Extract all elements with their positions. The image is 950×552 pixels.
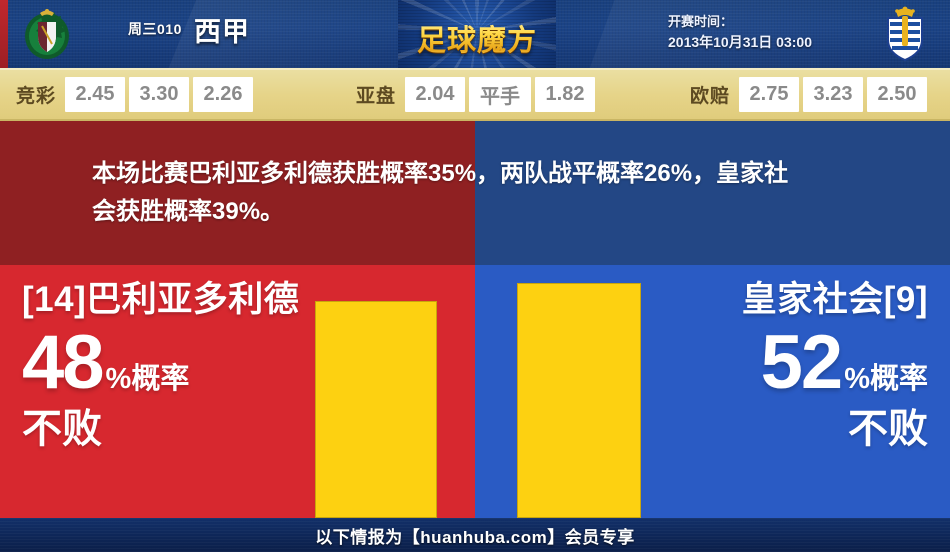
odds-group-yapan: 亚盘 2.04 平手 1.82 (356, 70, 599, 119)
away-team-name: 皇家社会[9] (741, 280, 928, 319)
footer-bar: 以下情报为【huanhuba.com】会员专享 (0, 518, 950, 552)
away-percent-value: 52 (760, 320, 844, 405)
away-percent-row: 52 %概率 (742, 323, 928, 403)
odds-group-jingcai: 竞彩 2.45 3.30 2.26 (16, 70, 257, 119)
home-outcome-label: 不败 (22, 407, 102, 451)
odds-value-home[interactable]: 2.75 (739, 77, 800, 112)
odds-value-away[interactable]: 2.50 (867, 77, 928, 112)
kickoff-label: 开赛时间： (668, 14, 734, 29)
odds-value-away[interactable]: 2.26 (193, 77, 254, 112)
odds-group-label: 亚盘 (356, 86, 397, 107)
odds-group-oupei: 欧赔 2.75 3.23 2.50 (690, 70, 931, 119)
odds-value-draw[interactable]: 3.23 (803, 77, 864, 112)
away-percent-suffix: %概率 (844, 363, 928, 395)
away-outcome-label: 不败 (848, 407, 928, 451)
odds-value-handicap[interactable]: 平手 (469, 77, 532, 112)
footer-notice: 以下情报为【huanhuba.com】会员专享 (315, 527, 635, 547)
logo-scanline-texture (398, 0, 556, 68)
real-sociedad-crest (887, 6, 923, 62)
real-valladolid-crest (25, 9, 69, 59)
footer-texture (0, 518, 950, 552)
odds-value-draw[interactable]: 3.30 (129, 77, 190, 112)
league-name: 西甲 (194, 17, 250, 47)
kickoff-time: 2013年10月31日 03:00 (668, 34, 812, 50)
home-percent-suffix: %概率 (105, 363, 190, 395)
away-team-block: 皇家社会[9] 52 %概率 不败 (742, 279, 928, 453)
probability-panel: 本场比赛巴利亚多利德获胜概率35%，两队战平概率26%，皇家社会获胜概率39%。… (0, 121, 950, 518)
site-logo-text: 足球魔方 (398, 17, 556, 59)
odds-value-away[interactable]: 1.82 (535, 77, 596, 112)
left-red-accent-strip (0, 0, 8, 68)
odds-group-label: 竞彩 (16, 86, 57, 107)
odds-value-home[interactable]: 2.04 (405, 77, 466, 112)
away-headline-band (475, 121, 950, 265)
probability-headline: 本场比赛巴利亚多利德获胜概率35%，两队战平概率26%，皇家社会获胜概率39%。 (92, 160, 789, 225)
site-logo-panel[interactable]: 足球魔方 (398, 0, 556, 68)
match-round-label: 周三010 (128, 21, 182, 37)
kickoff-info: 开赛时间： 2013年10月31日 03:00 (668, 11, 812, 53)
logo-rays-decoration (398, 0, 556, 68)
header-bar: 周三010 西甲 足球魔方 开赛时间： 2013年10月31日 03:00 (0, 0, 950, 68)
home-probability-bar (315, 301, 437, 518)
odds-group-label: 欧赔 (690, 86, 731, 107)
odds-value-home[interactable]: 2.45 (65, 77, 126, 112)
home-headline-band (0, 121, 475, 265)
home-team-block: [14]巴利亚多利德 48 %概率 不败 (22, 279, 299, 453)
home-team-name: [14]巴利亚多利德 (22, 280, 300, 319)
home-percent-value: 48 (22, 320, 105, 405)
odds-bar: 竞彩 2.45 3.30 2.26 亚盘 2.04 平手 1.82 欧赔 2.7… (0, 68, 950, 121)
away-probability-bar (517, 283, 641, 518)
home-percent-row: 48 %概率 (22, 323, 299, 403)
